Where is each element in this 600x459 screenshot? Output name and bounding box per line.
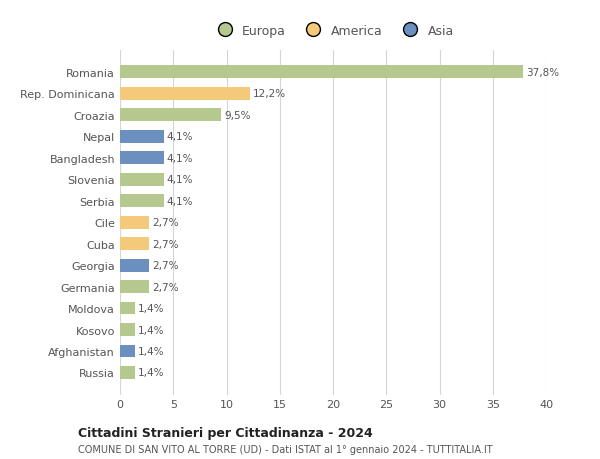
Text: 2,7%: 2,7% bbox=[152, 218, 178, 228]
Text: 12,2%: 12,2% bbox=[253, 89, 286, 99]
Text: Cittadini Stranieri per Cittadinanza - 2024: Cittadini Stranieri per Cittadinanza - 2… bbox=[78, 426, 373, 439]
Bar bbox=[120, 280, 149, 293]
Text: 37,8%: 37,8% bbox=[526, 67, 559, 78]
Bar bbox=[120, 323, 135, 336]
Text: 4,1%: 4,1% bbox=[167, 175, 193, 185]
Bar bbox=[120, 259, 149, 272]
Text: 2,7%: 2,7% bbox=[152, 282, 178, 292]
Text: 1,4%: 1,4% bbox=[138, 325, 164, 335]
Bar bbox=[120, 366, 135, 379]
Bar bbox=[120, 216, 149, 229]
Bar bbox=[120, 152, 164, 165]
Bar bbox=[120, 130, 164, 143]
Text: 1,4%: 1,4% bbox=[138, 368, 164, 378]
Text: 4,1%: 4,1% bbox=[167, 153, 193, 163]
Bar bbox=[120, 302, 135, 315]
Bar bbox=[120, 238, 149, 251]
Bar bbox=[120, 66, 523, 79]
Text: COMUNE DI SAN VITO AL TORRE (UD) - Dati ISTAT al 1° gennaio 2024 - TUTTITALIA.IT: COMUNE DI SAN VITO AL TORRE (UD) - Dati … bbox=[78, 444, 493, 454]
Text: 4,1%: 4,1% bbox=[167, 132, 193, 142]
Legend: Europa, America, Asia: Europa, America, Asia bbox=[209, 22, 457, 40]
Bar bbox=[120, 195, 164, 207]
Text: 1,4%: 1,4% bbox=[138, 346, 164, 356]
Bar bbox=[120, 174, 164, 186]
Text: 2,7%: 2,7% bbox=[152, 239, 178, 249]
Text: 4,1%: 4,1% bbox=[167, 196, 193, 206]
Text: 2,7%: 2,7% bbox=[152, 261, 178, 270]
Bar bbox=[120, 88, 250, 101]
Bar bbox=[120, 345, 135, 358]
Bar bbox=[120, 109, 221, 122]
Text: 9,5%: 9,5% bbox=[224, 111, 251, 120]
Text: 1,4%: 1,4% bbox=[138, 303, 164, 313]
